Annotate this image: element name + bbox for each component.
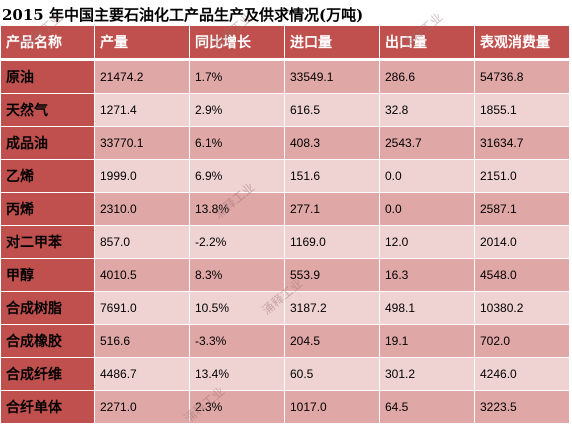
yoy-growth-cell: -2.2% <box>190 226 285 259</box>
apparent-consumption-cell: 54736.8 <box>475 61 570 94</box>
header-apparent-consumption: 表观消费量 <box>475 26 570 61</box>
product-name-cell: 合纤单体 <box>1 391 95 424</box>
apparent-consumption-cell: 4246.0 <box>475 358 570 391</box>
product-name-cell: 成品油 <box>1 127 95 160</box>
product-name-cell: 合成橡胶 <box>1 325 95 358</box>
yoy-growth-cell: 13.8% <box>190 193 285 226</box>
production-table: 产品名称 产量 同比增长 进口量 出口量 表观消费量 原油 21474.2 1.7%… <box>1 26 570 424</box>
table-row: 对二甲苯 857.0 -2.2% 1169.0 12.0 2014.0 <box>1 226 570 259</box>
table-row: 乙烯 1999.0 6.9% 151.6 0.0 2151.0 <box>1 160 570 193</box>
yoy-growth-cell: 10.5% <box>190 292 285 325</box>
imports-cell: 1017.0 <box>285 391 380 424</box>
output-cell: 1271.4 <box>95 94 190 127</box>
imports-cell: 3187.2 <box>285 292 380 325</box>
exports-cell: 64.5 <box>380 391 475 424</box>
yoy-growth-cell: 6.1% <box>190 127 285 160</box>
table-row: 合成橡胶 516.6 -3.3% 204.5 19.1 702.0 <box>1 325 570 358</box>
apparent-consumption-cell: 702.0 <box>475 325 570 358</box>
output-cell: 2271.0 <box>95 391 190 424</box>
table-row: 天然气 1271.4 2.9% 616.5 32.8 1855.1 <box>1 94 570 127</box>
product-name-cell: 原油 <box>1 61 95 94</box>
header-output: 产量 <box>95 26 190 61</box>
apparent-consumption-cell: 4548.0 <box>475 259 570 292</box>
table-row: 合成纤维 4486.7 13.4% 60.5 301.2 4246.0 <box>1 358 570 391</box>
yoy-growth-cell: 2.3% <box>190 391 285 424</box>
imports-cell: 33549.1 <box>285 61 380 94</box>
header-yoy-growth: 同比增长 <box>190 26 285 61</box>
exports-cell: 498.1 <box>380 292 475 325</box>
exports-cell: 0.0 <box>380 193 475 226</box>
exports-cell: 32.8 <box>380 94 475 127</box>
output-cell: 516.6 <box>95 325 190 358</box>
table-row: 合纤单体 2271.0 2.3% 1017.0 64.5 3223.5 <box>1 391 570 424</box>
table-title: 2015 年中国主要石油化工产品生产及供求情况(万吨) <box>2 6 364 24</box>
exports-cell: 16.3 <box>380 259 475 292</box>
imports-cell: 408.3 <box>285 127 380 160</box>
header-exports: 出口量 <box>380 26 475 61</box>
header-row: 产品名称 产量 同比增长 进口量 出口量 表观消费量 <box>1 26 570 61</box>
yoy-growth-cell: 1.7% <box>190 61 285 94</box>
header-product-name: 产品名称 <box>1 26 95 61</box>
table-row: 甲醇 4010.5 8.3% 553.9 16.3 4548.0 <box>1 259 570 292</box>
imports-cell: 204.5 <box>285 325 380 358</box>
yoy-growth-cell: 8.3% <box>190 259 285 292</box>
product-name-cell: 乙烯 <box>1 160 95 193</box>
table-row: 成品油 33770.1 6.1% 408.3 2543.7 31634.7 <box>1 127 570 160</box>
header-imports: 进口量 <box>285 26 380 61</box>
apparent-consumption-cell: 2151.0 <box>475 160 570 193</box>
exports-cell: 12.0 <box>380 226 475 259</box>
output-cell: 7691.0 <box>95 292 190 325</box>
yoy-growth-cell: -3.3% <box>190 325 285 358</box>
product-name-cell: 合成树脂 <box>1 292 95 325</box>
output-cell: 4486.7 <box>95 358 190 391</box>
table-body: 原油 21474.2 1.7% 33549.1 286.6 54736.8 天然气 1271.… <box>1 61 570 424</box>
apparent-consumption-cell: 2014.0 <box>475 226 570 259</box>
yoy-growth-cell: 13.4% <box>190 358 285 391</box>
output-cell: 33770.1 <box>95 127 190 160</box>
imports-cell: 553.9 <box>285 259 380 292</box>
output-cell: 857.0 <box>95 226 190 259</box>
apparent-consumption-cell: 10380.2 <box>475 292 570 325</box>
output-cell: 4010.5 <box>95 259 190 292</box>
imports-cell: 277.1 <box>285 193 380 226</box>
table-row: 合成树脂 7691.0 10.5% 3187.2 498.1 10380.2 <box>1 292 570 325</box>
exports-cell: 301.2 <box>380 358 475 391</box>
imports-cell: 616.5 <box>285 94 380 127</box>
product-name-cell: 甲醇 <box>1 259 95 292</box>
output-cell: 2310.0 <box>95 193 190 226</box>
product-name-cell: 对二甲苯 <box>1 226 95 259</box>
output-cell: 21474.2 <box>95 61 190 94</box>
exports-cell: 286.6 <box>380 61 475 94</box>
output-cell: 1999.0 <box>95 160 190 193</box>
imports-cell: 60.5 <box>285 358 380 391</box>
apparent-consumption-cell: 3223.5 <box>475 391 570 424</box>
product-name-cell: 合成纤维 <box>1 358 95 391</box>
yoy-growth-cell: 6.9% <box>190 160 285 193</box>
exports-cell: 2543.7 <box>380 127 475 160</box>
table-row: 原油 21474.2 1.7% 33549.1 286.6 54736.8 <box>1 61 570 94</box>
product-name-cell: 天然气 <box>1 94 95 127</box>
yoy-growth-cell: 2.9% <box>190 94 285 127</box>
imports-cell: 151.6 <box>285 160 380 193</box>
apparent-consumption-cell: 1855.1 <box>475 94 570 127</box>
imports-cell: 1169.0 <box>285 226 380 259</box>
apparent-consumption-cell: 31634.7 <box>475 127 570 160</box>
apparent-consumption-cell: 2587.1 <box>475 193 570 226</box>
table-row: 丙烯 2310.0 13.8% 277.1 0.0 2587.1 <box>1 193 570 226</box>
product-name-cell: 丙烯 <box>1 193 95 226</box>
exports-cell: 19.1 <box>380 325 475 358</box>
exports-cell: 0.0 <box>380 160 475 193</box>
